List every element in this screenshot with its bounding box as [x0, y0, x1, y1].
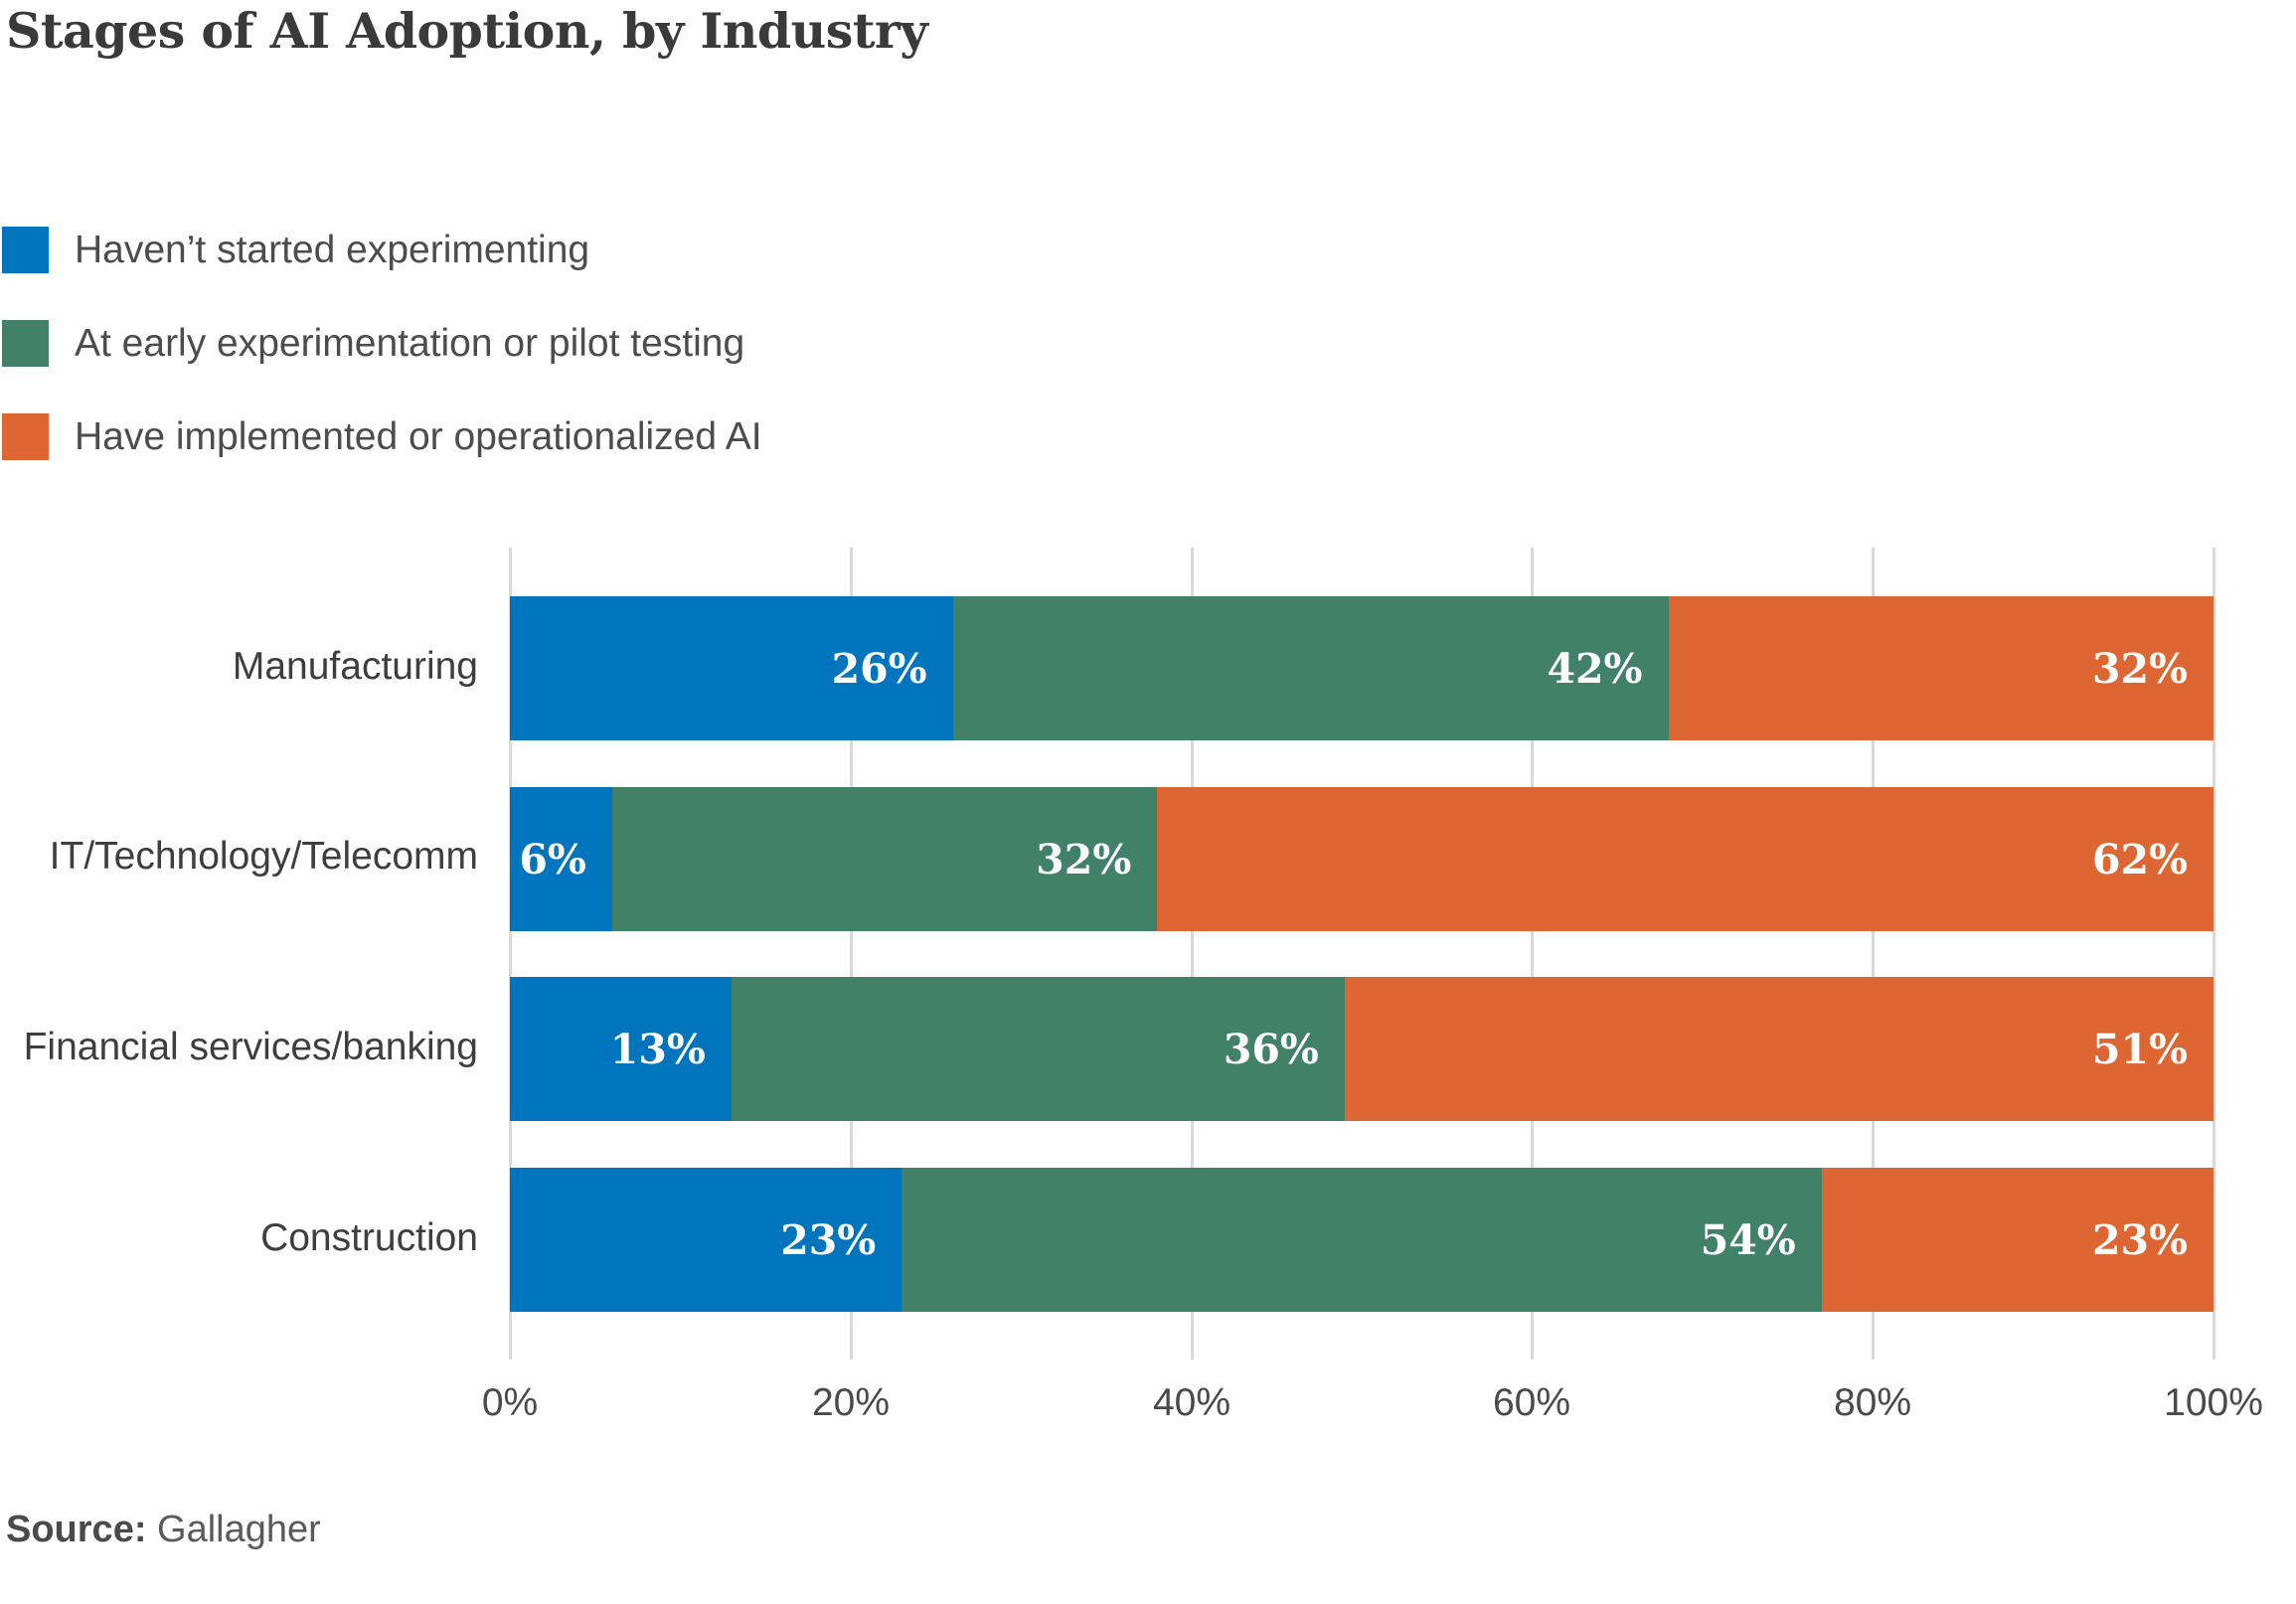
gridline-40%: [1190, 548, 1194, 1360]
x-axis-tick-label: 100%: [2164, 1381, 2263, 1424]
x-axis-tick-label: 40%: [1152, 1381, 1231, 1424]
legend-item-0: Haven’t started experimenting: [2, 227, 762, 273]
bar-segment: 36%: [731, 977, 1345, 1121]
bar-value-label: 32%: [1036, 835, 1132, 883]
category-label: Construction: [260, 1216, 478, 1259]
gridline-20%: [849, 548, 853, 1360]
bar-segment: 51%: [1344, 977, 2214, 1121]
x-axis-tick-label: 60%: [1492, 1381, 1571, 1424]
legend-label: At early experimentation or pilot testin…: [75, 321, 745, 365]
bar-row-3: 23% 54% 23%: [510, 1168, 2214, 1312]
bar-row-1: 6% 32% 62%: [510, 787, 2214, 931]
bar-segment: 62%: [1157, 787, 2214, 931]
legend-label: Haven’t started experimenting: [75, 228, 590, 271]
bar-row-0: 26% 42% 32%: [510, 596, 2214, 740]
bar-value-label: 26%: [831, 644, 927, 693]
bar-value-label: 32%: [2091, 644, 2188, 693]
bar-value-label: 13%: [609, 1025, 706, 1073]
chart-title: Stages of AI Adoption, by Industry: [6, 2, 928, 60]
bar-value-label: 23%: [780, 1215, 877, 1264]
legend: Haven’t started experimenting At early ex…: [2, 227, 762, 460]
legend-label: Have implemented or operationalized AI: [75, 414, 762, 458]
category-label: IT/Technology/Telecomm: [49, 835, 478, 878]
gridline-60%: [1531, 548, 1535, 1360]
category-label: Manufacturing: [232, 645, 478, 688]
bar-segment: 32%: [611, 787, 1158, 931]
bar-value-label: 6%: [519, 835, 586, 883]
category-label: Financial services/banking: [23, 1026, 478, 1068]
bar-value-label: 51%: [2091, 1025, 2188, 1073]
bar-value-label: 36%: [1223, 1025, 1319, 1073]
plot-area: 26% 42% 32% 6% 32% 62% 13% 36% 51% 23% 54% 23%: [509, 548, 2215, 1360]
gridline-80%: [1872, 548, 1876, 1360]
bar-segment: 23%: [1821, 1168, 2214, 1312]
bar-value-label: 42%: [1547, 644, 1643, 693]
source-label: Source:: [6, 1509, 147, 1550]
bar-segment: 13%: [510, 977, 732, 1121]
bar-value-label: 23%: [2091, 1215, 2188, 1264]
legend-swatch-icon: [2, 413, 49, 460]
bar-segment: 32%: [1668, 596, 2214, 740]
gridline-100%: [2213, 548, 2215, 1360]
bar-row-2: 13% 36% 51%: [510, 977, 2214, 1121]
bar-value-label: 62%: [2091, 835, 2188, 883]
bar-segment: 42%: [952, 596, 1669, 740]
bar-segment: 23%: [510, 1168, 902, 1312]
source-value: Gallagher: [157, 1509, 321, 1550]
bar-segment: 54%: [902, 1168, 1822, 1312]
x-axis-tick-label: 80%: [1833, 1381, 1912, 1424]
x-axis-tick-label: 0%: [481, 1381, 539, 1424]
legend-item-1: At early experimentation or pilot testin…: [2, 320, 762, 367]
bar-segment: 6%: [510, 787, 612, 931]
legend-item-2: Have implemented or operationalized AI: [2, 413, 762, 460]
x-axis-tick-label: 20%: [811, 1381, 891, 1424]
gridline-0%: [509, 548, 512, 1360]
legend-swatch-icon: [2, 227, 49, 273]
bar-segment: 26%: [510, 596, 953, 740]
source-note: Source: Gallagher: [6, 1509, 321, 1551]
legend-swatch-icon: [2, 320, 49, 367]
bar-value-label: 54%: [1700, 1215, 1796, 1264]
